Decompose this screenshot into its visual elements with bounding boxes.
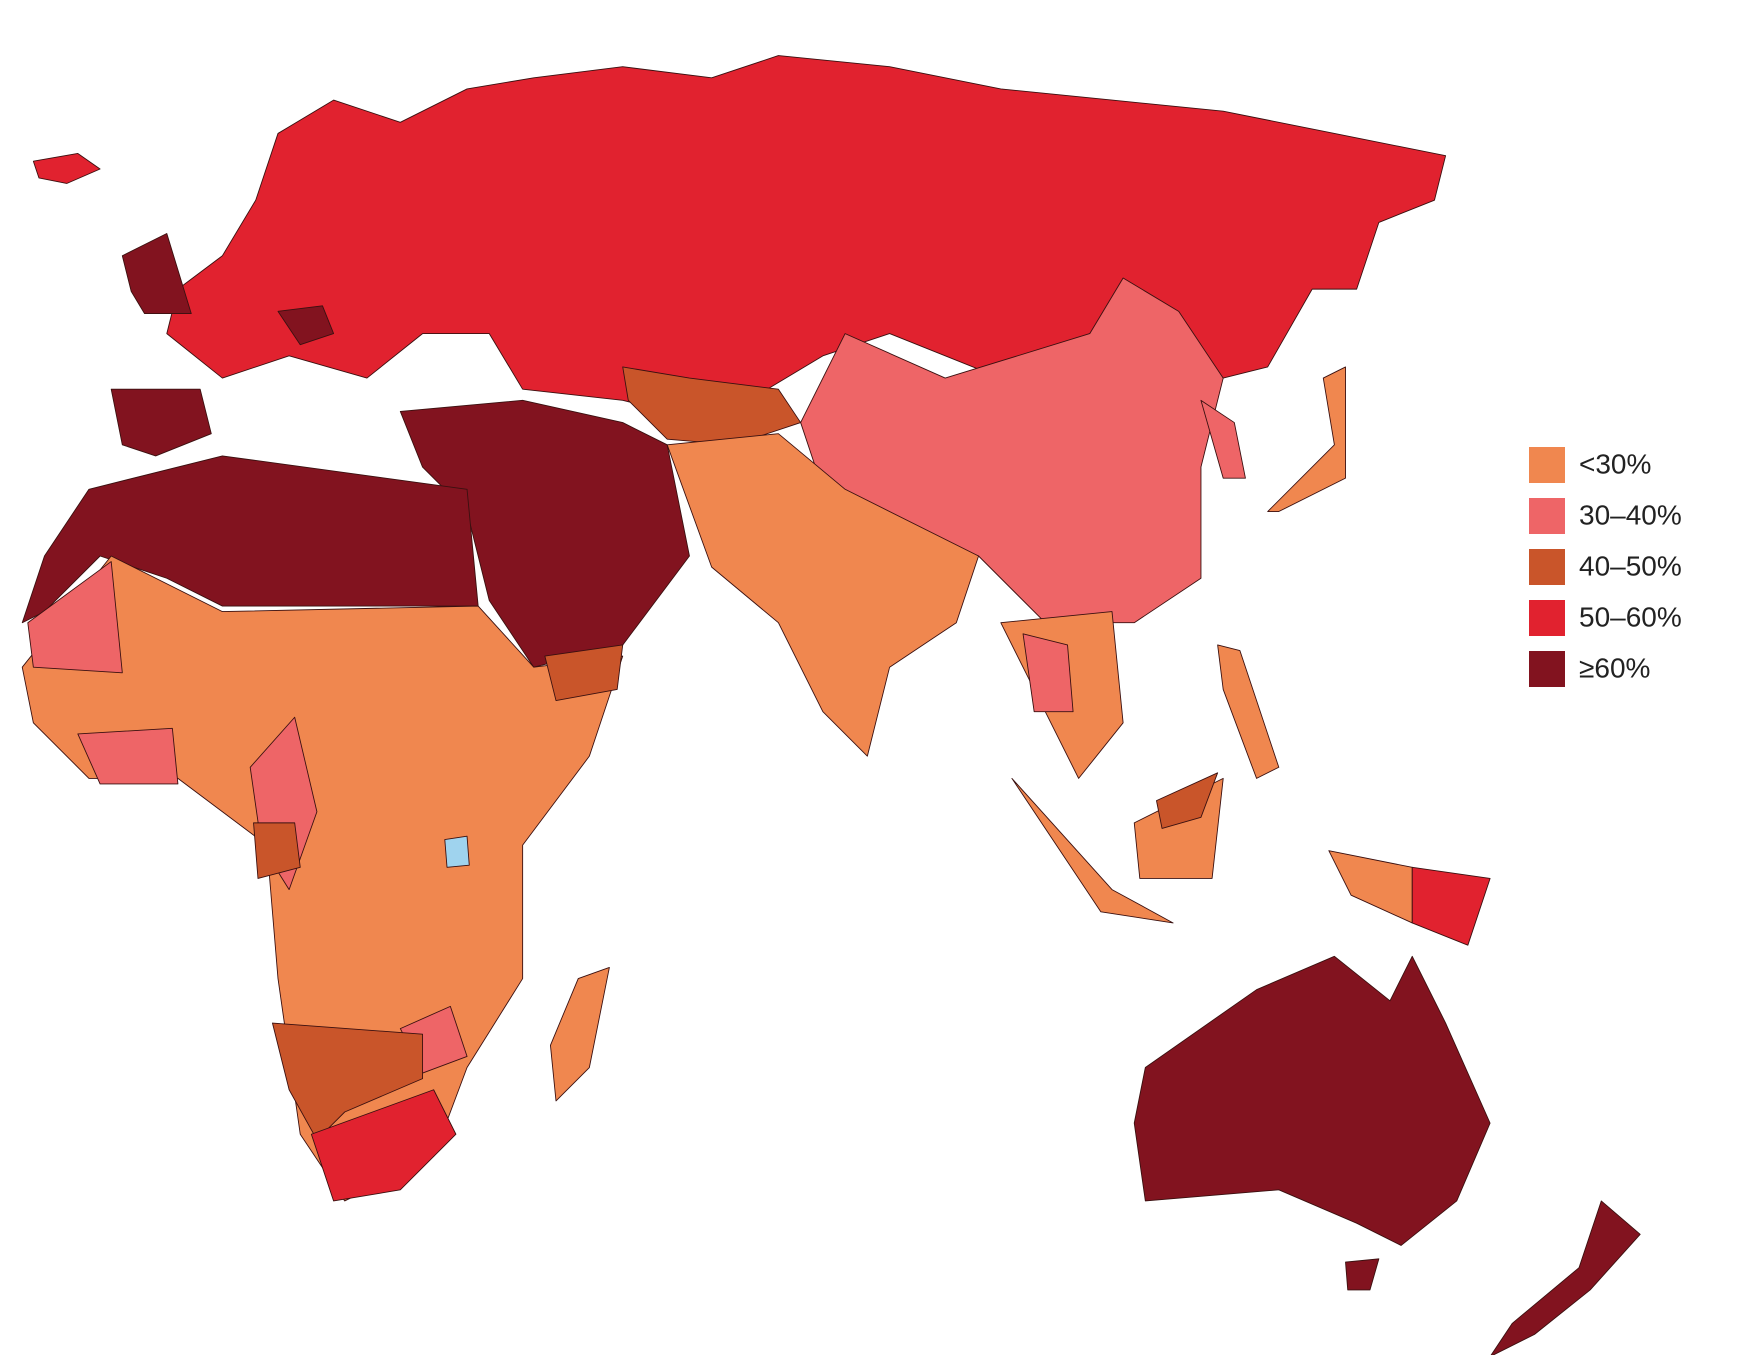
legend-swatch [1529,651,1565,687]
legend-label: 40–50% [1579,550,1682,581]
region-namibia-botswana [271,1022,424,1141]
region-png [1411,866,1491,946]
region-philippines [1217,644,1280,779]
legend-swatch [1529,549,1565,585]
region-malaysia [1156,772,1219,829]
region-australia [1133,955,1491,1246]
region-south-africa [310,1089,457,1202]
region-south-asia [666,433,980,757]
region-korea [1200,399,1246,479]
region-iberia [110,388,212,457]
region-madagascar [549,966,610,1102]
legend-label: 50–60% [1579,601,1682,632]
region-japan [1267,366,1346,512]
legend-label: 30–40% [1579,499,1682,530]
region-russia-europe [166,55,1447,424]
region-gabon [253,822,301,879]
legend-swatch [1529,498,1565,534]
region-iceland [32,153,101,184]
region-north-africa [21,455,479,624]
lake-victoria [444,835,470,868]
region-sumatra [1011,777,1174,924]
region-yemen [544,644,624,702]
region-gulf-guinea [77,727,179,785]
map-regions [21,55,1641,1355]
region-thailand [1022,633,1074,713]
legend-label: ≥60% [1579,652,1650,683]
legend-swatch [1529,600,1565,636]
region-africa [21,555,624,1202]
region-tasmania [1345,1258,1380,1291]
region-new-zealand [1490,1200,1641,1355]
legend-label: <30% [1579,448,1651,479]
region-new-guinea-west [1328,850,1413,924]
legend: <30% 30–40% 40–50% 50–60% ≥60% [1529,447,1682,687]
region-uk [121,233,192,315]
region-central-europe [277,305,335,346]
region-west-africa [27,561,123,674]
region-central-asia [622,366,802,446]
legend-swatch [1529,447,1565,483]
